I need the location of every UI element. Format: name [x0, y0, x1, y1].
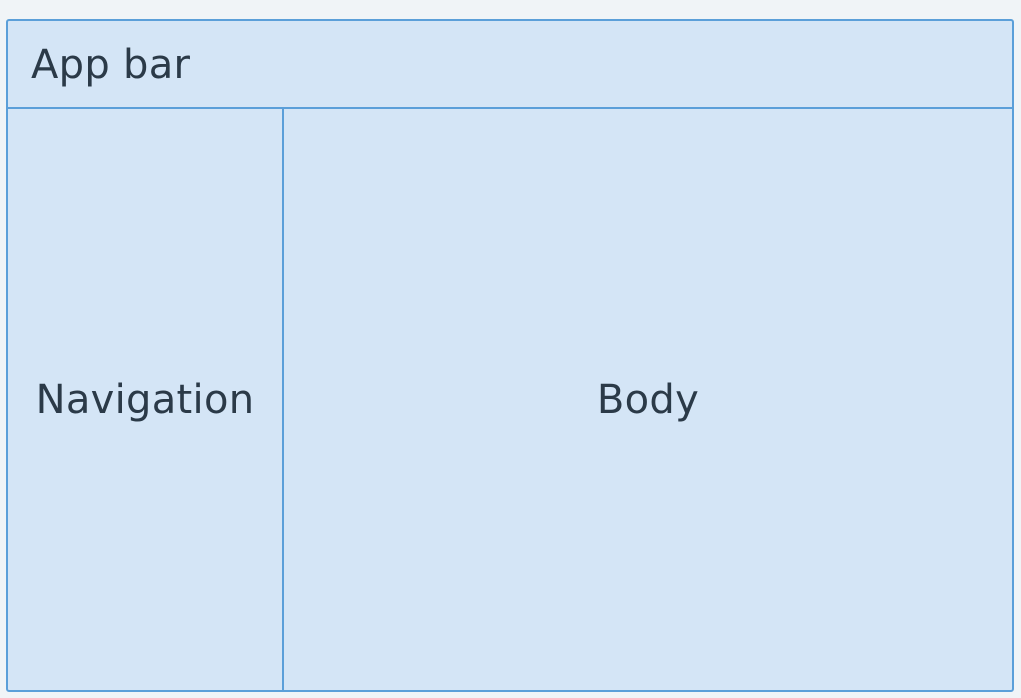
navigation-label: Navigation	[35, 376, 255, 423]
body-label: Body	[596, 376, 700, 423]
app-bar-label: App bar	[31, 42, 191, 88]
navigation-region: Navigation	[8, 109, 284, 690]
layout-diagram: App bar Navigation Body	[6, 19, 1014, 692]
app-bar-region: App bar	[8, 21, 1012, 109]
body-region: Body	[284, 109, 1012, 690]
